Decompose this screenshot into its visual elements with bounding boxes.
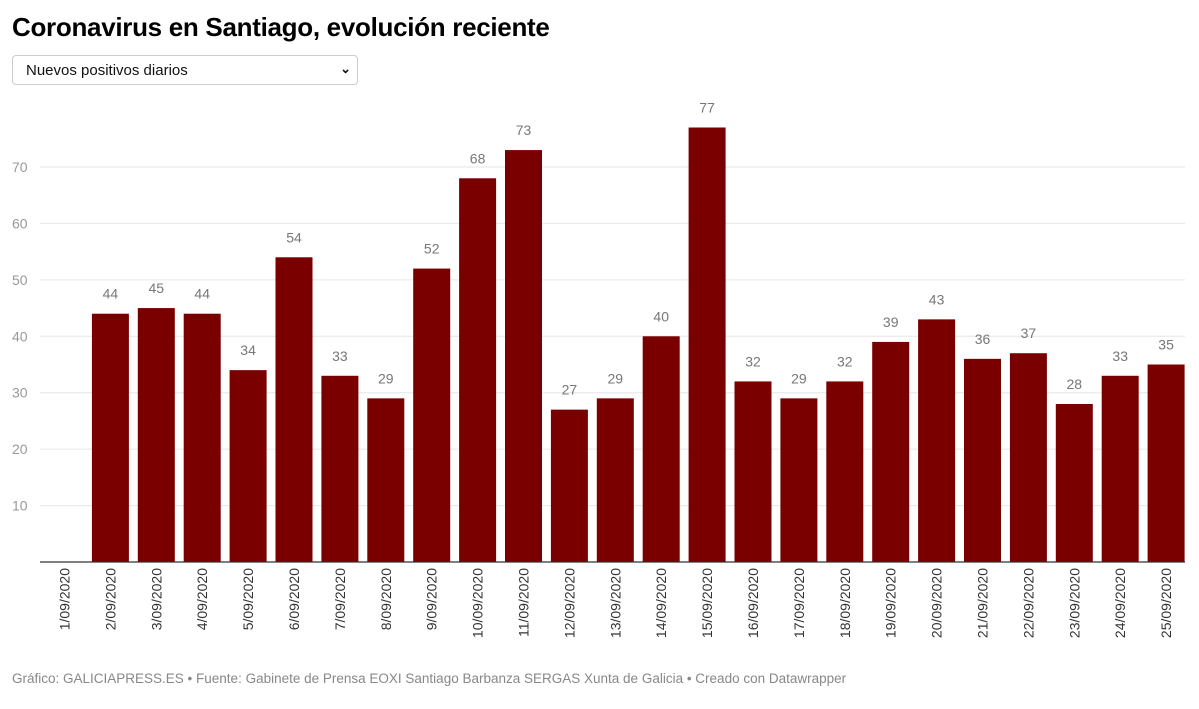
y-tick-label: 20: [12, 441, 28, 457]
data-label: 35: [1158, 337, 1174, 353]
bar-chart: 10 20 30 40 50 60 70 1/09/2020 44 2/09/2020 45 3/09…: [12, 100, 1185, 638]
x-tick-label: 6/09/2020: [286, 568, 302, 630]
data-label: 29: [378, 370, 394, 386]
y-tick-label: 70: [12, 159, 28, 175]
x-tick-label: 7/09/2020: [332, 568, 348, 630]
x-tick-label: 24/09/2020: [1112, 568, 1128, 638]
data-label: 29: [791, 370, 807, 386]
data-label: 32: [837, 353, 853, 369]
x-tick-label: 16/09/2020: [745, 568, 761, 638]
x-tick-label: 4/09/2020: [194, 568, 210, 630]
bar: [872, 341, 910, 562]
x-tick-label: 23/09/2020: [1066, 568, 1082, 638]
chevron-down-icon: ⌄: [340, 61, 351, 76]
data-label: 29: [608, 370, 624, 386]
metric-select-value: Nuevos positivos diarios: [26, 61, 188, 79]
y-tick-label: 60: [12, 215, 28, 231]
bar: [275, 257, 313, 562]
bar: [1009, 353, 1047, 562]
metric-select[interactable]: Nuevos positivos diarios ⌄: [12, 55, 358, 85]
bar: [642, 336, 680, 562]
data-label: 33: [1112, 348, 1128, 364]
x-tick-label: 2/09/2020: [102, 568, 118, 630]
y-tick-label: 10: [12, 498, 28, 514]
x-tick-label: 11/09/2020: [516, 568, 532, 637]
bar: [780, 398, 818, 562]
bar: [91, 313, 129, 562]
x-tick-label: 8/09/2020: [378, 568, 394, 630]
bar: [183, 313, 221, 562]
data-label: 40: [653, 308, 669, 324]
x-tick-label: 19/09/2020: [883, 568, 899, 638]
data-label: 45: [149, 280, 165, 296]
data-label: 27: [562, 382, 578, 398]
y-tick-label: 30: [12, 385, 28, 401]
x-tick-label: 18/09/2020: [837, 568, 853, 638]
data-label: 68: [470, 150, 486, 166]
bar: [688, 127, 726, 562]
x-tick-label: 17/09/2020: [791, 568, 807, 638]
x-tick-label: 13/09/2020: [607, 568, 623, 638]
bar: [1147, 364, 1185, 562]
x-tick-label: 15/09/2020: [699, 568, 715, 638]
bar: [964, 358, 1001, 562]
footer-credits: Gráfico: GALICIAPRESS.ES • Fuente: Gabin…: [12, 671, 847, 686]
bar: [459, 178, 497, 563]
bar: [505, 150, 542, 563]
y-tick-label: 50: [12, 272, 28, 288]
bar: [137, 308, 175, 562]
data-label: 73: [516, 122, 532, 138]
x-tick-label: 12/09/2020: [561, 568, 577, 638]
bar: [918, 319, 956, 562]
x-tick-label: 5/09/2020: [240, 568, 256, 630]
data-label: 32: [745, 353, 761, 369]
data-label: 37: [1021, 325, 1037, 341]
bar: [413, 268, 451, 562]
bar: [550, 409, 588, 562]
x-tick-label: 22/09/2020: [1020, 568, 1036, 638]
chart-title: Coronavirus en Santiago, evolución recie…: [12, 12, 550, 42]
bar: [596, 398, 634, 562]
x-tick-label: 10/09/2020: [470, 568, 486, 638]
x-tick-label: 14/09/2020: [653, 568, 669, 638]
bar: [321, 375, 359, 562]
y-tick-label: 40: [12, 328, 28, 344]
bar: [734, 381, 772, 562]
data-label: 39: [883, 314, 899, 330]
data-label: 44: [103, 286, 119, 302]
data-label: 77: [699, 100, 715, 116]
x-tick-label: 3/09/2020: [148, 568, 164, 630]
bar: [1101, 375, 1139, 562]
data-label: 28: [1067, 376, 1083, 392]
data-label: 54: [286, 229, 302, 245]
bar: [367, 398, 405, 562]
bar: [229, 370, 267, 562]
x-tick-label: 20/09/2020: [929, 568, 945, 638]
data-label: 44: [194, 286, 210, 302]
data-label: 43: [929, 291, 945, 307]
x-tick-label: 1/09/2020: [57, 568, 73, 630]
data-label: 34: [240, 342, 256, 358]
data-label: 52: [424, 241, 440, 257]
data-label: 36: [975, 331, 991, 347]
data-label: 33: [332, 348, 348, 364]
bar: [1055, 404, 1093, 562]
bar: [826, 381, 864, 562]
x-tick-label: 21/09/2020: [975, 568, 991, 638]
x-tick-label: 9/09/2020: [424, 568, 440, 630]
x-tick-label: 25/09/2020: [1158, 568, 1174, 638]
